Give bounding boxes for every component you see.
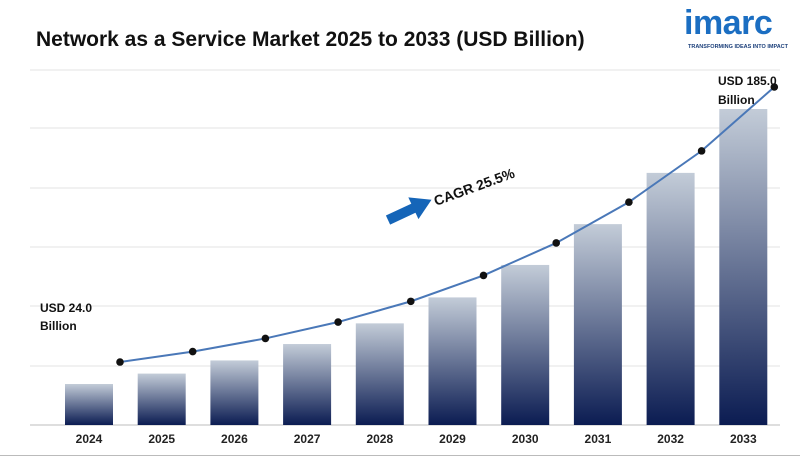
- trend-point: [116, 358, 124, 366]
- x-tick-label: 2028: [366, 432, 393, 446]
- bar-2031: [573, 224, 622, 425]
- cagr-label: CAGR 25.5%: [432, 165, 518, 209]
- bar-2024: [65, 384, 113, 425]
- trend-point: [188, 347, 197, 356]
- x-tick-label: 2025: [148, 432, 175, 446]
- bars: [65, 109, 768, 425]
- trend-point: [479, 271, 488, 280]
- tick-labels: 2024 2025 2026 2027 2028 2029 2030 2031 2032 2033: [76, 432, 757, 446]
- x-tick-label: 2030: [512, 432, 539, 446]
- x-tick-label: 2029: [439, 432, 466, 446]
- logo-wordmark: imarc: [684, 4, 773, 42]
- x-tick-label: 2026: [221, 432, 248, 446]
- x-tick-label: 2027: [294, 432, 321, 446]
- x-tick-label: 2033: [730, 432, 757, 446]
- trend-point: [697, 147, 706, 155]
- imarc-logo: imarc TRANSFORMING IDEAS INTO IMPACT: [678, 4, 794, 54]
- start-value-label: USD 24.0: [40, 301, 92, 315]
- x-tick-label: 2032: [657, 432, 684, 446]
- trend-point: [261, 334, 270, 343]
- bar-2032: [646, 172, 695, 425]
- bar-2028: [355, 323, 404, 425]
- start-value-unit: Billion: [40, 319, 77, 333]
- trend-point: [552, 239, 560, 247]
- bottom-divider: [0, 455, 800, 456]
- end-value-unit: Billion: [718, 93, 755, 107]
- cagr-arrow-group: [385, 197, 432, 225]
- trend-line: [116, 83, 779, 366]
- bar-2027: [283, 344, 332, 425]
- logo-tagline: TRANSFORMING IDEAS INTO IMPACT: [688, 44, 789, 50]
- bar-2030: [501, 264, 550, 425]
- trend-point: [625, 198, 633, 206]
- end-value-label: USD 185.0: [718, 74, 777, 88]
- x-tick-label: 2031: [585, 432, 612, 446]
- bar-2025: [137, 373, 186, 425]
- trend-point: [334, 318, 342, 326]
- cagr-arrow-head: [408, 197, 432, 220]
- cagr-arrow-shaft: [385, 202, 418, 225]
- bar-2033: [719, 109, 768, 425]
- chart-title: Network as a Service Market 2025 to 2033…: [36, 28, 585, 51]
- bar-2029: [428, 297, 477, 425]
- bar-2026: [210, 360, 259, 425]
- trend-point: [770, 83, 779, 91]
- x-tick-label: 2024: [76, 432, 103, 446]
- trend-polyline: [119, 86, 775, 363]
- trend-point: [407, 297, 415, 306]
